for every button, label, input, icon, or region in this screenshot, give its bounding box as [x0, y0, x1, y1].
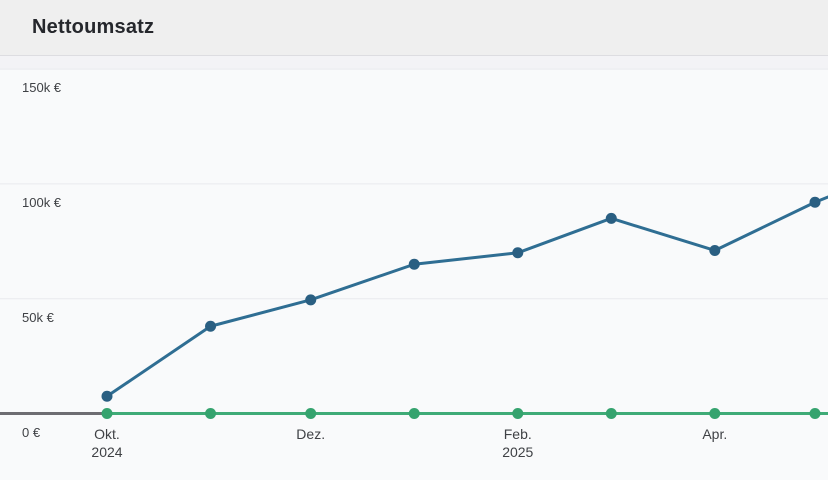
data-point-primary-2[interactable] [305, 294, 317, 306]
data-point-secondary-5[interactable] [605, 408, 617, 419]
data-point-primary-5[interactable] [605, 212, 617, 224]
data-point-secondary-4[interactable] [512, 408, 524, 419]
data-point-primary-0[interactable] [101, 390, 113, 402]
data-point-secondary-2[interactable] [305, 408, 317, 419]
data-point-secondary-7[interactable] [809, 408, 821, 419]
chart-header: Nettoumsatz [0, 0, 828, 56]
data-point-primary-1[interactable] [205, 320, 217, 332]
data-point-primary-3[interactable] [408, 258, 420, 270]
data-point-secondary-1[interactable] [205, 408, 217, 419]
data-point-secondary-0[interactable] [101, 408, 113, 419]
data-point-primary-6[interactable] [709, 244, 721, 256]
data-point-primary-4[interactable] [512, 247, 524, 259]
data-point-primary-7[interactable] [809, 196, 821, 208]
primary-series-line [105, 195, 828, 398]
chart-title: Nettoumsatz [32, 16, 155, 38]
plot-top-band [0, 56, 828, 70]
data-point-secondary-6[interactable] [709, 408, 721, 419]
data-point-secondary-3[interactable] [408, 408, 420, 419]
